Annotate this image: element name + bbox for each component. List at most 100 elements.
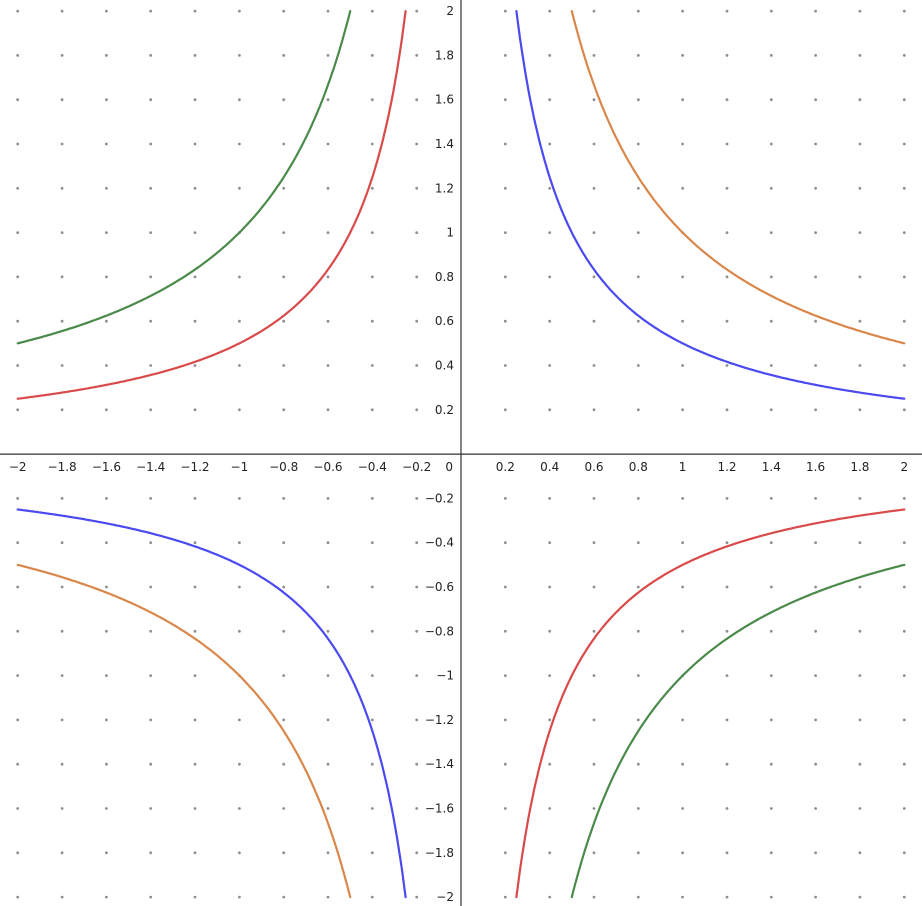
grid-dot bbox=[503, 54, 507, 57]
grid-dot bbox=[16, 807, 20, 810]
grid-dot bbox=[282, 9, 286, 13]
grid-dot bbox=[238, 408, 241, 412]
grid-dot bbox=[370, 585, 374, 589]
grid-dot bbox=[282, 98, 286, 102]
grid-dot bbox=[592, 275, 596, 279]
grid-dot bbox=[636, 718, 640, 722]
grid-dot bbox=[636, 895, 640, 899]
grid-dot bbox=[415, 231, 419, 235]
grid-dot bbox=[902, 541, 906, 545]
grid-dot bbox=[725, 497, 729, 500]
grid-dot bbox=[16, 585, 20, 589]
grid-dot bbox=[681, 807, 684, 810]
grid-dot bbox=[282, 541, 286, 545]
x-tick-label: 0.8 bbox=[629, 460, 648, 474]
grid-dot bbox=[238, 54, 241, 57]
grid-dot bbox=[16, 408, 20, 412]
x-tick-label: 1.2 bbox=[717, 460, 736, 474]
grid-dot bbox=[814, 98, 817, 102]
grid-dot bbox=[858, 674, 862, 677]
grid-dot bbox=[60, 585, 64, 589]
grid-dot bbox=[503, 807, 507, 810]
grid-dot bbox=[814, 674, 817, 677]
x-tick-label: 2 bbox=[900, 460, 908, 474]
grid-dot bbox=[681, 585, 684, 589]
grid-dot bbox=[636, 186, 640, 190]
grid-dot bbox=[238, 319, 241, 323]
grid-dot bbox=[548, 674, 552, 677]
grid-dot bbox=[636, 541, 640, 545]
x-tick-label: −0.6 bbox=[313, 460, 342, 474]
grid-dots bbox=[16, 9, 906, 899]
grid-dot bbox=[105, 142, 108, 146]
grid-dot bbox=[282, 807, 286, 810]
grid-dot bbox=[681, 186, 684, 190]
y-tick-label: −0.6 bbox=[425, 580, 454, 594]
grid-dot bbox=[636, 142, 640, 146]
grid-dot bbox=[149, 718, 153, 722]
grid-dot bbox=[415, 186, 419, 190]
grid-dot bbox=[370, 186, 374, 190]
grid-dot bbox=[902, 98, 906, 102]
grid-dot bbox=[282, 142, 286, 146]
grid-dot bbox=[193, 629, 197, 633]
grid-dot bbox=[814, 186, 817, 190]
grid-dot bbox=[105, 231, 108, 235]
grid-dot bbox=[326, 629, 330, 633]
grid-dot bbox=[902, 142, 906, 146]
x-tick-label: 1 bbox=[679, 460, 687, 474]
y-tick-label: 0.6 bbox=[435, 314, 454, 328]
grid-dot bbox=[370, 231, 374, 235]
grid-dot bbox=[548, 364, 552, 367]
grid-dot bbox=[503, 629, 507, 633]
grid-dot bbox=[902, 674, 906, 677]
grid-dot bbox=[725, 231, 729, 235]
grid-dot bbox=[238, 541, 241, 545]
grid-dot bbox=[814, 408, 817, 412]
grid-dot bbox=[238, 895, 241, 899]
grid-dot bbox=[370, 54, 374, 57]
grid-dot bbox=[60, 319, 64, 323]
grid-dot bbox=[238, 497, 241, 500]
x-tick-label: −1.6 bbox=[92, 460, 121, 474]
grid-dot bbox=[193, 807, 197, 810]
grid-dot bbox=[16, 895, 20, 899]
grid-dot bbox=[858, 98, 862, 102]
grid-dot bbox=[814, 364, 817, 367]
grid-dot bbox=[415, 585, 419, 589]
grid-dot bbox=[60, 186, 64, 190]
grid-dot bbox=[149, 674, 153, 677]
grid-dot bbox=[282, 497, 286, 500]
grid-dot bbox=[725, 275, 729, 279]
grid-dot bbox=[193, 364, 197, 367]
y-tick-label: −0.8 bbox=[425, 624, 454, 638]
grid-dot bbox=[548, 275, 552, 279]
grid-dot bbox=[60, 541, 64, 545]
grid-dot bbox=[592, 674, 596, 677]
grid-dot bbox=[415, 98, 419, 102]
grid-dot bbox=[370, 629, 374, 633]
grid-dot bbox=[681, 98, 684, 102]
grid-dot bbox=[326, 497, 330, 500]
y-tick-label: −1.6 bbox=[425, 802, 454, 816]
grid-dot bbox=[548, 9, 552, 13]
x-tick-label: −0.8 bbox=[269, 460, 298, 474]
grid-dot bbox=[814, 629, 817, 633]
grid-dot bbox=[548, 541, 552, 545]
grid-dot bbox=[503, 895, 507, 899]
grid-dot bbox=[548, 54, 552, 57]
grid-dot bbox=[814, 319, 817, 323]
series-1-branch-2 bbox=[515, 10, 906, 400]
grid-dot bbox=[769, 275, 773, 279]
y-tick-label: −1 bbox=[436, 669, 454, 683]
grid-dot bbox=[60, 895, 64, 899]
grid-dot bbox=[238, 851, 241, 855]
grid-dot bbox=[415, 895, 419, 899]
grid-dot bbox=[725, 585, 729, 589]
grid-dot bbox=[149, 541, 153, 545]
grid-dot bbox=[814, 275, 817, 279]
grid-dot bbox=[548, 98, 552, 102]
grid-dot bbox=[503, 762, 507, 766]
